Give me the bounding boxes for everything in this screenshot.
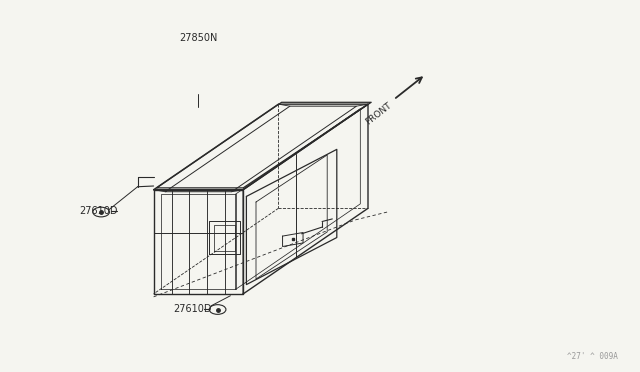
Text: 27850N: 27850N: [179, 33, 218, 43]
Text: FRONT: FRONT: [364, 100, 394, 126]
Text: ^27' ^ 009A: ^27' ^ 009A: [567, 352, 618, 361]
Text: 27610D: 27610D: [79, 206, 118, 216]
Text: 27610D: 27610D: [173, 304, 211, 314]
